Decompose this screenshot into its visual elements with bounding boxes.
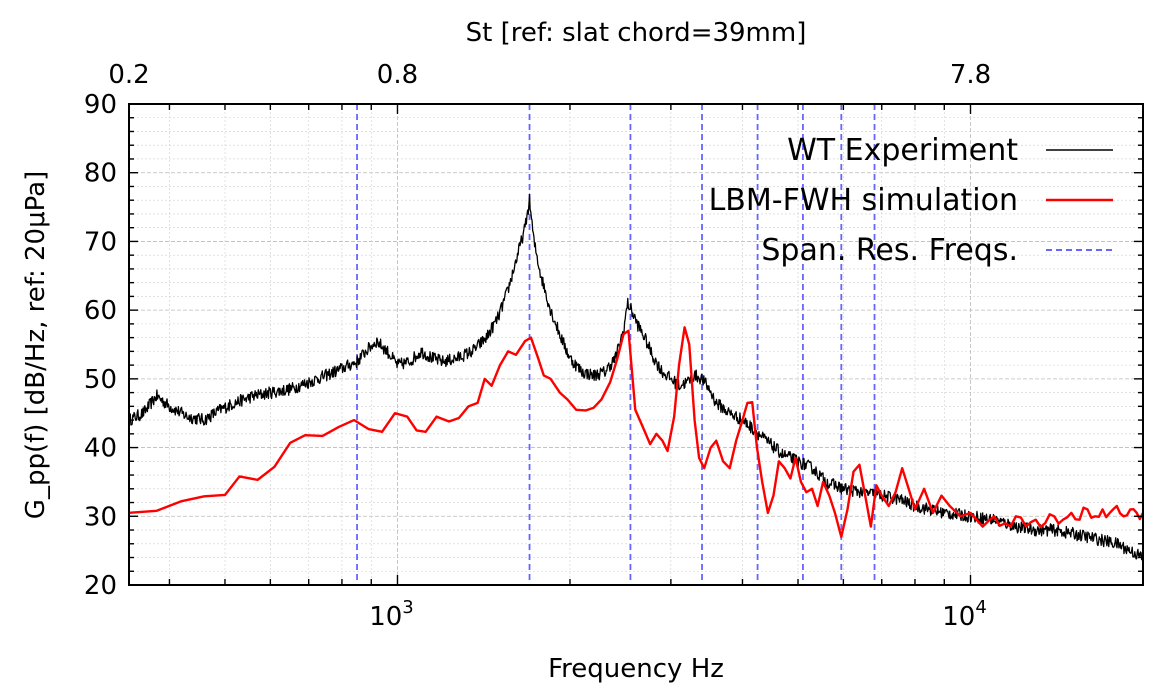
y-tick-label: 60 — [84, 296, 117, 326]
x-tick-label: 104 — [942, 597, 987, 632]
resonance-lines — [356, 104, 876, 585]
legend-label: WT Experiment — [787, 133, 1018, 168]
y-tick-label: 20 — [84, 571, 117, 601]
y-tick-label: 40 — [84, 434, 117, 464]
x-axis-label: Frequency Hz — [548, 654, 724, 684]
top-tick-label: 0.2 — [108, 60, 149, 90]
legend-label: Span. Res. Freqs. — [761, 233, 1018, 268]
y-axis-label: G_pp(f) [dB/Hz, ref: 20μPa] — [21, 171, 51, 519]
legend: WT Experiment LBM-FWH simulation Span. Res… — [709, 133, 1113, 268]
series-layer — [129, 193, 1143, 561]
y-tick-label: 90 — [84, 90, 117, 120]
top-tick-label: 0.8 — [377, 60, 418, 90]
y-tick-label: 70 — [84, 227, 117, 257]
top-axis-label: St [ref: slat chord=39mm] — [466, 18, 807, 48]
x-tick-label: 103 — [369, 597, 414, 632]
y-tick-label: 80 — [84, 159, 117, 189]
series-lbm-fwh-simulation — [129, 326, 1143, 539]
y-tick-label: 30 — [84, 502, 117, 532]
ticks: 20 30 40 50 60 70 80 90 103 104 0.2 0.8 7.8 — [84, 60, 1144, 632]
y-tick-label: 50 — [84, 365, 117, 395]
legend-label: LBM-FWH simulation — [709, 183, 1018, 218]
plot-frame — [128, 103, 1144, 586]
top-tick-label: 7.8 — [950, 60, 991, 90]
grid — [129, 103, 1144, 586]
